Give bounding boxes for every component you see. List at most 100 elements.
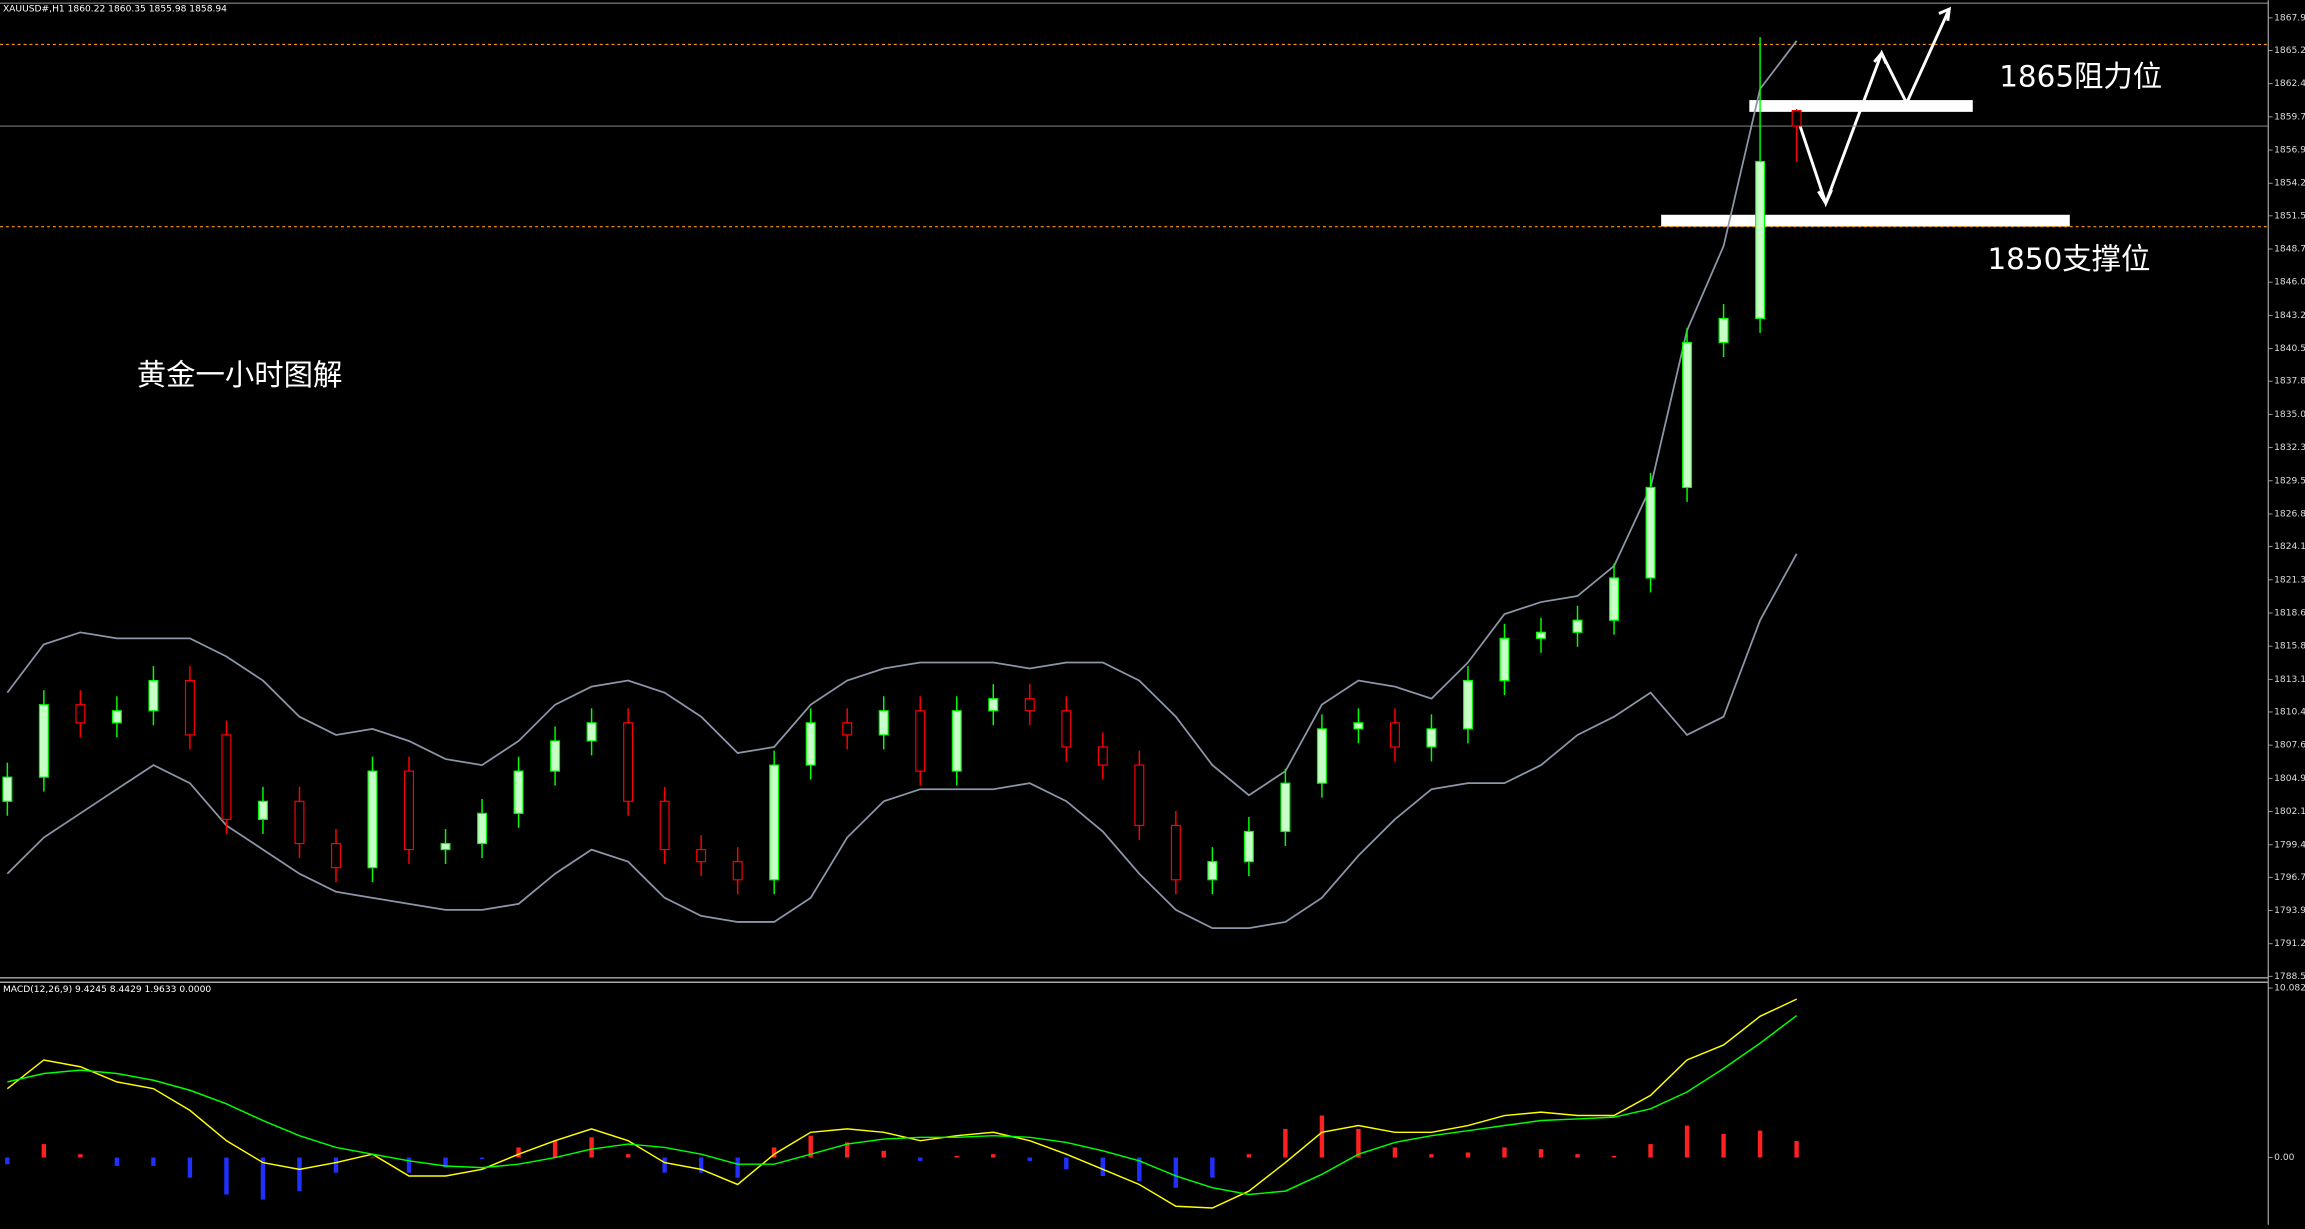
macd-bar — [1538, 1149, 1544, 1158]
macd-bar — [625, 1154, 631, 1158]
candle-body — [477, 812, 488, 845]
macd-bar — [406, 1157, 412, 1173]
macd-bar — [1246, 1154, 1252, 1158]
macd-bar — [1173, 1157, 1179, 1188]
candle-body — [513, 770, 524, 814]
macd-bar — [297, 1157, 302, 1192]
y-tick-label: 1815.85 — [2274, 642, 2305, 652]
macd-label: MACD(12,26,9) 9.4245 8.4429 1.9633 0.000… — [3, 985, 211, 995]
candle-body — [221, 734, 232, 820]
y-tick-label: 1796.70 — [2274, 873, 2305, 883]
candle-body — [659, 800, 670, 851]
y-tick-label: 1865.20 — [2274, 46, 2305, 56]
macd-bar — [151, 1157, 156, 1166]
candle-body — [1682, 341, 1693, 489]
candle-body — [1645, 486, 1656, 579]
candle-body — [1061, 710, 1072, 748]
y-tick-label: 1788.50 — [2274, 972, 2305, 982]
y-tick-label: 1826.80 — [2274, 509, 2305, 519]
candle-body — [878, 710, 889, 736]
macd-bar — [1502, 1147, 1507, 1158]
macd-bar — [1648, 1144, 1653, 1158]
chart-title: 黄金一小时图解 — [137, 358, 343, 392]
y-tick-label: 1804.90 — [2274, 774, 2305, 784]
candle-body — [1207, 861, 1218, 881]
candle-body — [257, 800, 268, 820]
candle-body — [1389, 722, 1400, 748]
macd-bar — [1794, 1141, 1799, 1158]
y-tick-label: 1843.25 — [2274, 311, 2305, 321]
y-tick-label: 1848.75 — [2274, 245, 2305, 255]
candle-body — [1572, 619, 1583, 633]
candle-body — [440, 842, 451, 851]
macd-bar — [845, 1142, 850, 1158]
macd-line — [7, 1014, 1798, 1196]
candle-body — [1353, 722, 1364, 730]
macd-bar — [1100, 1157, 1106, 1177]
macd-bar — [1137, 1157, 1142, 1182]
candle-body — [1426, 728, 1437, 748]
y-tick-label: 1791.20 — [2274, 939, 2305, 949]
y-tick-label: 1846.00 — [2274, 278, 2305, 288]
macd-bar — [114, 1157, 120, 1166]
arrow-head — [1938, 6, 1952, 21]
support-label: 1850支撑位 — [1987, 242, 2150, 276]
candle-body — [404, 770, 415, 851]
candle-body — [842, 722, 853, 736]
y-tick-label: 1799.40 — [2274, 840, 2305, 850]
macd-bar — [443, 1157, 448, 1168]
macd-bar — [78, 1154, 83, 1158]
candle-body — [1280, 782, 1291, 833]
y-tick-label: 1837.80 — [2274, 377, 2305, 387]
macd-line — [6, 998, 1797, 1209]
arrow-head — [1817, 189, 1833, 207]
resistance-label: 1865阻力位 — [1999, 60, 2162, 94]
bollinger-band — [6, 553, 1798, 929]
candle-body — [1609, 577, 1620, 621]
y-tick-label: 1824.10 — [2274, 542, 2305, 552]
y-tick-label: 1851.50 — [2274, 211, 2305, 221]
y-tick-label: 1821.35 — [2274, 575, 2305, 585]
candle-body — [1791, 109, 1802, 127]
candle-body — [732, 861, 743, 881]
y-tick-label: 1810.40 — [2274, 707, 2305, 717]
candle-body — [1755, 160, 1766, 320]
macd-bar — [370, 1157, 375, 1159]
level-bar — [1661, 214, 2070, 227]
candle-body — [294, 800, 305, 845]
candle-body — [988, 698, 999, 712]
macd-bar — [1319, 1115, 1325, 1158]
candle-body — [1536, 631, 1546, 639]
y-tick-label: 1829.55 — [2274, 476, 2305, 486]
candle-body — [550, 740, 561, 772]
candle-body — [1170, 824, 1181, 881]
macd-bar — [1465, 1152, 1471, 1158]
y-tick-label: 1856.95 — [2274, 146, 2305, 156]
candle-body — [2, 776, 13, 802]
y-tick-label: 1793.95 — [2274, 906, 2305, 916]
y-tick-label: 1854.20 — [2274, 179, 2305, 189]
macd-bar — [808, 1135, 813, 1158]
arrow-head — [1873, 50, 1888, 65]
forecast-arrows — [1794, 6, 1952, 208]
y-tick-label: 1802.15 — [2274, 807, 2305, 817]
candle-body — [623, 722, 634, 802]
candle-body — [1499, 637, 1510, 682]
y-tick-label: 1813.10 — [2274, 675, 2305, 685]
candle-body — [330, 842, 341, 869]
candle-body — [367, 770, 378, 869]
macd-bar — [1684, 1125, 1690, 1158]
macd-bar — [479, 1157, 485, 1160]
candle-body — [148, 679, 159, 712]
y-tick-label: 1835.05 — [2274, 410, 2305, 420]
macd-bar — [1027, 1157, 1032, 1161]
y-tick-label: 1840.50 — [2274, 344, 2305, 354]
candle-body — [111, 710, 122, 724]
candle-body — [1097, 746, 1108, 766]
macd-bar — [516, 1147, 521, 1158]
y-tick-label: 1862.45 — [2274, 79, 2305, 89]
macd-bar — [41, 1144, 47, 1158]
candle-body — [915, 710, 926, 772]
macd-y-tick-label: 10.0827 — [2274, 984, 2305, 994]
